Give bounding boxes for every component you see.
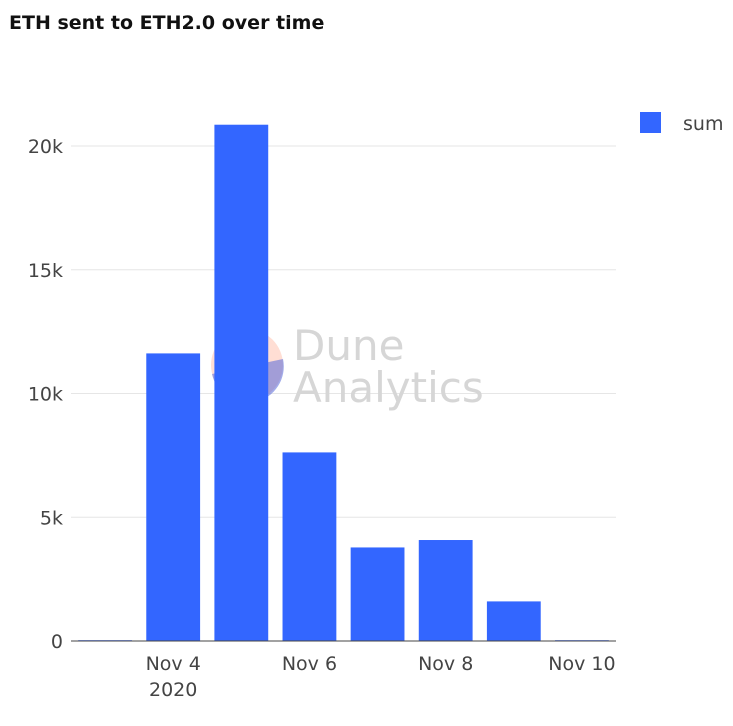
watermark-line2: Analytics bbox=[293, 363, 484, 412]
bars bbox=[78, 124, 609, 642]
bar-2020-11-05[interactable] bbox=[214, 124, 269, 642]
bar-2020-11-06[interactable] bbox=[282, 452, 337, 641]
y-tick-label: 5k bbox=[40, 507, 63, 529]
legend-swatch-sum[interactable] bbox=[640, 112, 661, 133]
x-tick-label: Nov 4 bbox=[146, 653, 201, 675]
x-tick-label: Nov 6 bbox=[282, 653, 337, 675]
x-tick-sublabel: 2020 bbox=[149, 679, 197, 701]
watermark-line1: Dune bbox=[293, 321, 404, 370]
y-tick-label: 20k bbox=[28, 136, 63, 158]
y-tick-label: 10k bbox=[28, 384, 63, 406]
bar-2020-11-08[interactable] bbox=[418, 540, 473, 641]
bar-2020-11-07[interactable] bbox=[350, 547, 405, 641]
bar-2020-11-09[interactable] bbox=[486, 601, 541, 641]
x-axis-ticks: Nov 4 2020 Nov 6 Nov 8 Nov 10 bbox=[146, 653, 616, 701]
y-tick-label: 15k bbox=[28, 260, 63, 282]
y-tick-label: 0 bbox=[51, 631, 63, 653]
bar-2020-11-04[interactable] bbox=[146, 353, 201, 641]
x-tick-label: Nov 8 bbox=[418, 653, 473, 675]
y-axis-ticks: 0 5k 10k 15k 20k bbox=[28, 136, 63, 653]
chart-title: ETH sent to ETH2.0 over time bbox=[9, 12, 325, 34]
legend: sum bbox=[640, 112, 723, 135]
x-tick-label: Nov 10 bbox=[548, 653, 615, 675]
legend-label-sum[interactable]: sum bbox=[683, 113, 723, 135]
